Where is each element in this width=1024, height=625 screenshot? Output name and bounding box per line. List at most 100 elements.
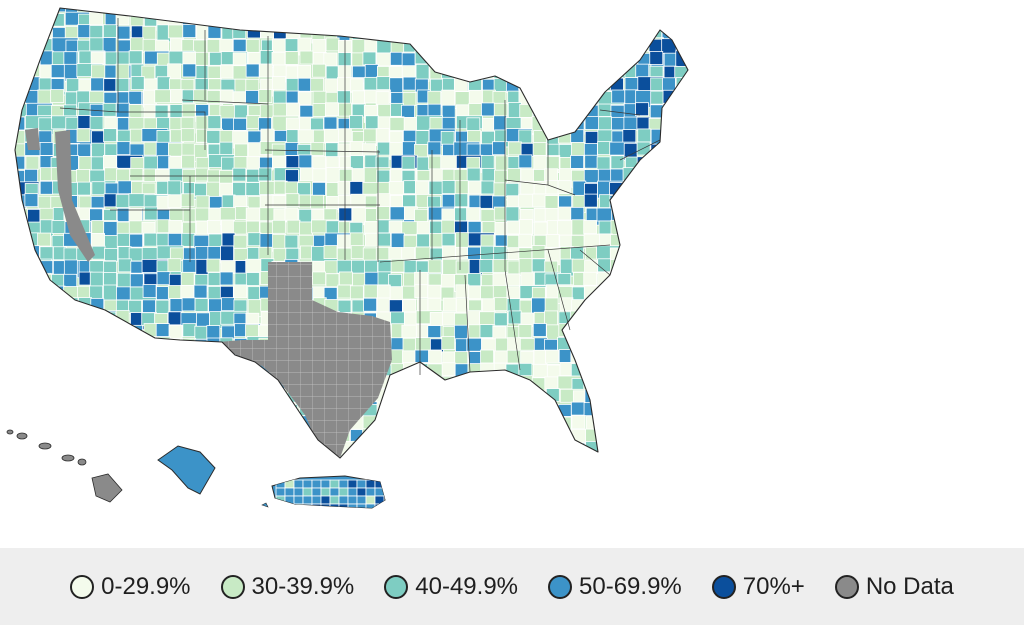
county-cell (39, 363, 54, 377)
county-cell (259, 416, 274, 431)
county-cell (468, 52, 496, 67)
county-cell (91, 233, 106, 247)
county-cell (89, 390, 104, 404)
county-cell (674, 350, 688, 365)
county-cell (662, 401, 677, 415)
county-cell (26, 8, 40, 19)
county-cell (402, 428, 417, 443)
county-cell (662, 273, 677, 288)
county-cell (260, 389, 275, 404)
municipio-cell (329, 479, 340, 489)
county-cell (716, 222, 729, 235)
county-cell (441, 456, 455, 458)
county-cell (116, 442, 130, 458)
county-cell (506, 298, 521, 312)
county-cell (284, 8, 299, 19)
county-cell (15, 116, 26, 131)
county-cell (703, 142, 716, 155)
county-cell (208, 416, 236, 435)
county-cell (533, 221, 548, 236)
county-cell (611, 416, 626, 431)
county-cell (141, 403, 156, 417)
county-cell (583, 65, 598, 80)
county-cell (0, 53, 13, 66)
county-cell (454, 51, 468, 66)
county-cell (24, 168, 38, 183)
municipio-cell (374, 487, 385, 497)
county-cell (623, 469, 636, 482)
county-cell (363, 11, 377, 26)
county-cell (208, 428, 223, 443)
county-cell (156, 414, 171, 428)
county-cell (89, 363, 117, 378)
county-cell (427, 401, 442, 416)
county-cell (130, 76, 145, 90)
county-cell (585, 8, 599, 15)
county-cell (534, 469, 547, 482)
county-cell (312, 181, 326, 196)
county-cell (25, 155, 40, 170)
county-cell (544, 195, 559, 209)
county-cell (390, 429, 405, 448)
county-cell (663, 247, 678, 262)
county-cell (714, 168, 727, 185)
county-cell (24, 428, 52, 443)
county-cell (690, 117, 703, 130)
county-cell (15, 455, 28, 458)
county-cell (687, 336, 688, 355)
municipio-cell (302, 495, 313, 505)
county-cell (454, 441, 469, 455)
county-cell (403, 403, 418, 421)
county-cell (635, 390, 650, 404)
county-cell (519, 299, 534, 314)
county-cell (154, 389, 169, 408)
county-cell (312, 155, 327, 170)
county-cell (611, 351, 639, 366)
county-cell (247, 389, 262, 404)
county-cell (1, 337, 14, 350)
county-cell (1, 182, 14, 195)
county-cell (77, 336, 92, 351)
county-cell (51, 285, 66, 300)
county-cell (37, 232, 52, 247)
county-cell (637, 427, 652, 442)
county-cell (39, 142, 54, 156)
county-cell (0, 79, 13, 92)
county-cell (468, 64, 496, 79)
county-cell (455, 64, 470, 78)
county-cell (258, 454, 272, 458)
county-cell (130, 442, 158, 456)
county-cell (703, 260, 716, 273)
county-cell (493, 206, 508, 221)
county-cell (142, 38, 157, 53)
county-cell (77, 181, 91, 196)
county-cell (622, 414, 650, 433)
county-cell (544, 207, 559, 222)
county-cell (167, 12, 182, 27)
county-cell (493, 467, 519, 480)
county-cell (585, 311, 613, 326)
county-cell (675, 89, 688, 104)
county-cell (611, 402, 626, 421)
county-cell (624, 247, 639, 265)
county-cell (103, 272, 117, 286)
county-cell (455, 390, 483, 409)
county-cell (376, 284, 391, 299)
county-cell (401, 52, 416, 67)
county-cell (323, 245, 338, 259)
county-cell (416, 233, 431, 248)
county-cell (454, 26, 469, 40)
county-cell (403, 388, 418, 403)
county-cell (52, 442, 67, 456)
county-cell (662, 325, 677, 340)
county-cell (182, 208, 197, 223)
county-cell (455, 246, 469, 261)
county-cell (441, 390, 456, 404)
county-cell (219, 271, 234, 286)
county-cell (24, 193, 39, 208)
county-cell (154, 428, 169, 447)
county-cell (715, 235, 741, 248)
county-cell (220, 363, 235, 378)
county-cell (519, 442, 534, 456)
county-cell (310, 453, 325, 458)
